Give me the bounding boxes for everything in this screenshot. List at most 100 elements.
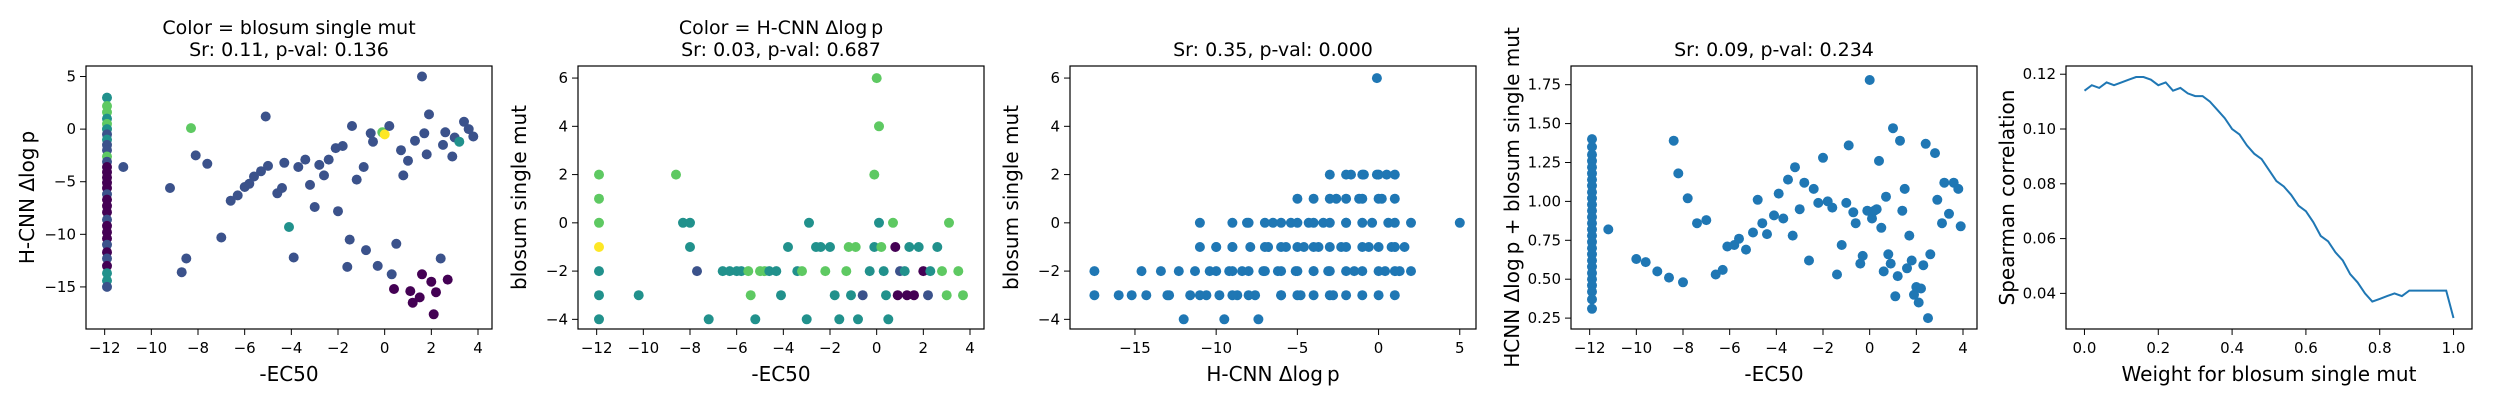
- data-point: [1955, 221, 1966, 232]
- data-point: [410, 135, 420, 146]
- data-point: [876, 242, 887, 252]
- data-point: [1113, 290, 1124, 301]
- data-point: [594, 314, 604, 325]
- data-point: [913, 242, 924, 252]
- data-point: [1925, 249, 1936, 260]
- data-point: [902, 290, 912, 301]
- data-point: [1292, 193, 1303, 204]
- data-point: [102, 260, 112, 271]
- data-point: [1640, 257, 1651, 268]
- data-point: [1762, 229, 1772, 240]
- data-point: [440, 127, 451, 138]
- data-point: [1162, 290, 1173, 301]
- chart-title: Sr: 0.11, p-val: 0.136: [189, 39, 389, 61]
- data-point: [801, 314, 812, 325]
- series-line: [2083, 76, 2455, 319]
- data-point: [874, 121, 884, 132]
- x-tick-label: −10: [628, 339, 660, 357]
- data-point: [1855, 258, 1866, 269]
- data-point: [190, 150, 201, 161]
- data-point: [1357, 169, 1368, 180]
- x-tick-label: −12: [89, 339, 121, 357]
- y-axis-label: blosum single mut: [507, 105, 531, 290]
- data-point: [1214, 290, 1225, 301]
- data-point: [1587, 303, 1597, 314]
- data-point: [932, 242, 943, 252]
- data-point: [1357, 266, 1368, 277]
- data-point: [804, 217, 814, 228]
- data-point: [102, 92, 112, 103]
- data-point: [1268, 217, 1278, 228]
- data-point: [846, 290, 856, 301]
- data-point: [442, 274, 453, 285]
- y-axis-label: Spearman correlation: [1995, 90, 2019, 306]
- data-point: [1668, 135, 1679, 146]
- x-tick-label: −12: [581, 339, 613, 357]
- data-point: [1899, 183, 1910, 194]
- panel-1: −12 −10 −8 −6 −4 −2 0 2 4 −15 −10 −5 0 5 -EC50 H-CNN Δl…: [15, 17, 493, 386]
- data-point: [1308, 193, 1319, 204]
- data-point: [594, 266, 604, 277]
- data-point: [594, 242, 604, 252]
- data-point: [1324, 193, 1335, 204]
- data-point: [594, 193, 604, 204]
- data-point: [431, 287, 441, 298]
- data-point: [923, 290, 933, 301]
- data-point: [435, 253, 446, 264]
- data-point: [1883, 249, 1894, 260]
- data-point: [337, 141, 348, 151]
- x-axis-label: -EC50: [751, 362, 810, 386]
- data-point: [1843, 140, 1854, 151]
- data-point: [225, 195, 236, 206]
- data-point: [1243, 290, 1254, 301]
- data-point: [918, 266, 929, 277]
- chart-title: Sr: 0.35, p-val: 0.000: [1173, 39, 1373, 61]
- data-point: [881, 290, 891, 301]
- data-point: [1141, 290, 1152, 301]
- data-point: [398, 170, 409, 181]
- y-tick-label: 0.10: [2023, 120, 2056, 138]
- axes-frame: [85, 65, 493, 330]
- data-point: [1308, 242, 1319, 252]
- data-point: [102, 268, 112, 279]
- data-point: [869, 242, 880, 252]
- data-point: [102, 253, 112, 264]
- data-point: [1932, 194, 1943, 205]
- data-point: [1734, 233, 1744, 244]
- x-tick-label: −6: [726, 339, 748, 357]
- data-point: [594, 217, 604, 228]
- data-point: [279, 157, 290, 168]
- data-point: [428, 309, 439, 320]
- data-point: [284, 222, 294, 232]
- data-point: [1389, 242, 1400, 252]
- data-point: [202, 158, 213, 169]
- x-tick-label: −6: [234, 339, 256, 357]
- data-point: [820, 266, 831, 277]
- data-point: [438, 139, 448, 150]
- x-tick-label: 2: [427, 339, 437, 357]
- x-tick-label: −4: [772, 339, 794, 357]
- data-point: [1752, 194, 1763, 205]
- data-point: [1389, 169, 1400, 180]
- x-tick-label: 2: [1912, 339, 1922, 357]
- x-axis-label: -EC50: [1744, 362, 1803, 386]
- x-tick-label: 0.2: [2146, 339, 2170, 357]
- data-point: [379, 129, 390, 140]
- data-point: [1211, 266, 1222, 277]
- data-point: [1276, 290, 1287, 301]
- data-point: [1308, 217, 1319, 228]
- data-point: [1741, 244, 1751, 255]
- data-point: [1836, 240, 1847, 250]
- data-point: [1874, 155, 1884, 166]
- x-tick-label: 2: [919, 339, 929, 357]
- data-point: [1701, 215, 1712, 226]
- data-point: [244, 178, 255, 189]
- y-tick-label: 0: [1050, 214, 1060, 232]
- axes-frame: [1570, 65, 1978, 330]
- data-point: [1389, 290, 1400, 301]
- data-point: [1324, 242, 1335, 252]
- data-point: [1389, 193, 1400, 204]
- data-point: [1227, 290, 1238, 301]
- x-tick-label: −5: [1286, 339, 1308, 357]
- data-point: [874, 217, 884, 228]
